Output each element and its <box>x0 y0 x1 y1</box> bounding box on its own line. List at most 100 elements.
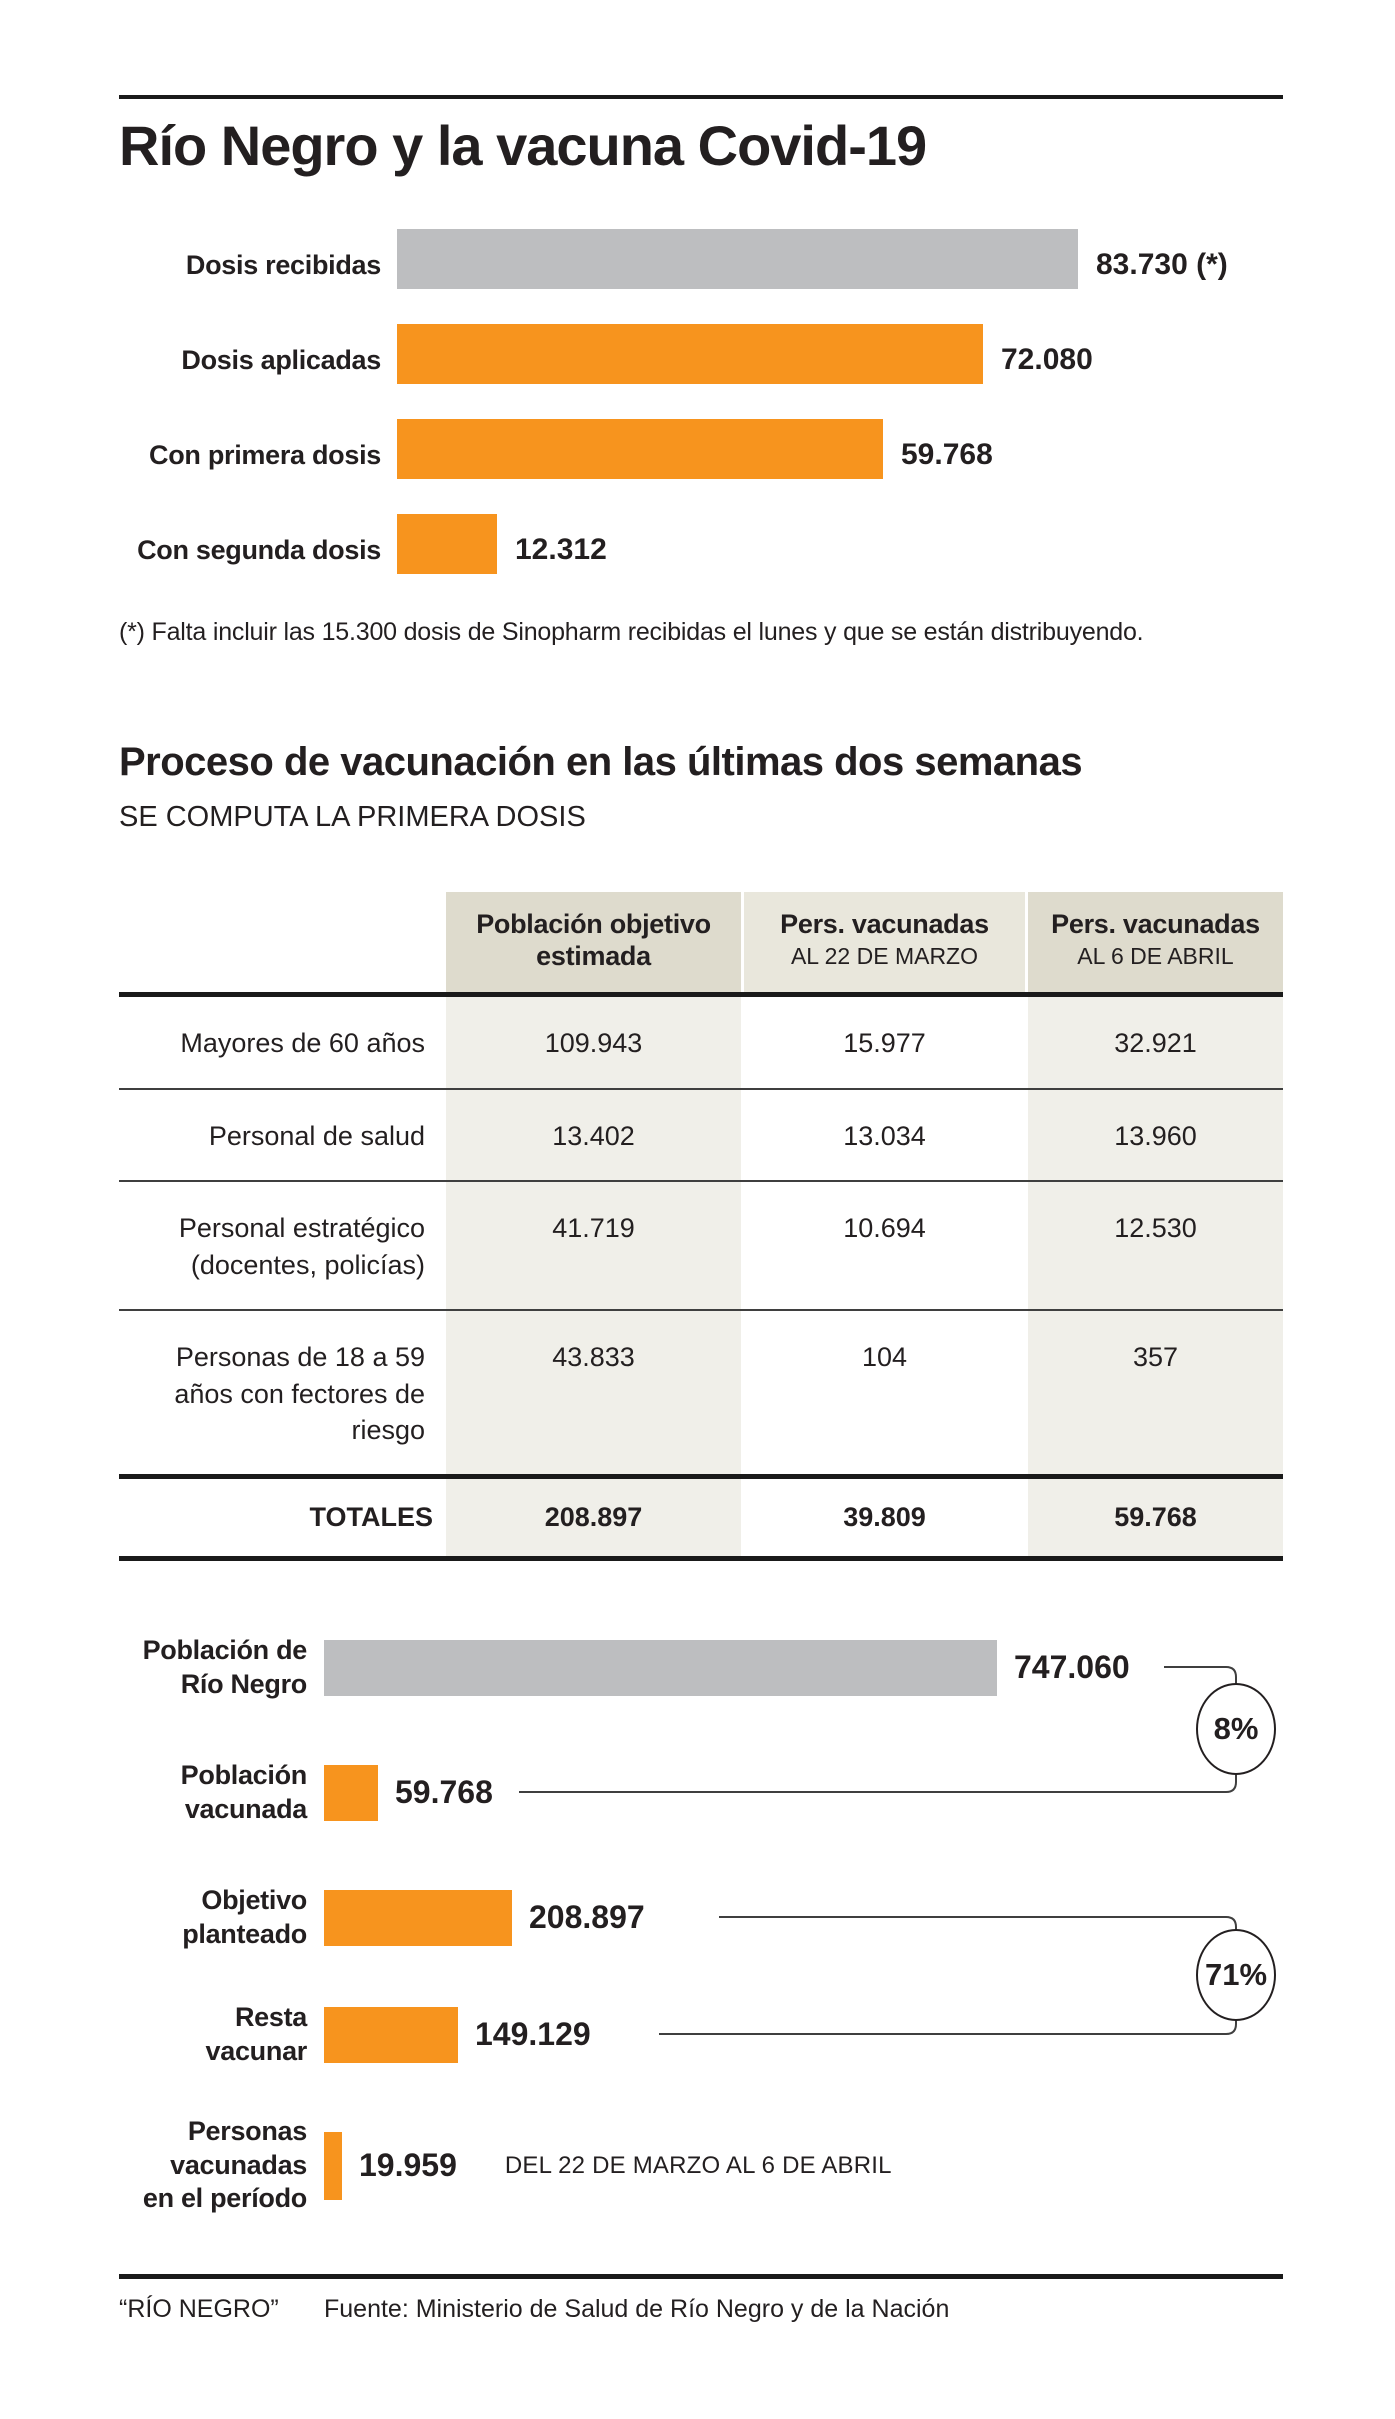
chart-row: Objetivo planteado 208.897 <box>119 1884 1283 1952</box>
bar-label: Con segunda dosis <box>137 535 381 566</box>
column-header-abril: Pers. vacunadas AL 6 DE ABRIL <box>1028 891 1283 993</box>
table-row: Personal de salud 13.402 13.034 13.960 <box>119 1089 1283 1183</box>
cell-value: 208.897 <box>446 1479 741 1556</box>
footnote: (*) Falta incluir las 15.300 dosis de Si… <box>119 617 1144 646</box>
doses-chart: Dosis recibidas 83.730 (*) Dosis aplicad… <box>119 228 1283 574</box>
bar-value: 59.768 <box>395 1774 493 1811</box>
bar-label: Dosis aplicadas <box>181 345 381 376</box>
column-header-label: Pers. vacunadas <box>780 908 989 939</box>
brand: “RÍO NEGRO” <box>119 2294 279 2323</box>
bar-value: 12.312 <box>515 532 607 566</box>
percent-badge-71: 71% <box>1196 1928 1276 2021</box>
row-label: Personal estratégico (docentes, policías… <box>178 1213 425 1280</box>
top-rule <box>119 95 1283 99</box>
cell-value: 13.034 <box>843 1120 926 1151</box>
bar-objetivo-planteado <box>324 1889 512 1946</box>
bar-label: Con primera dosis <box>149 440 381 471</box>
bar-label-line: en el período <box>142 2183 307 2214</box>
bar-label-line: Población de <box>142 1634 308 1665</box>
bar-label-line: Población <box>180 1759 308 1790</box>
bar-track <box>324 2006 458 2063</box>
period-note: DEL 22 DE MARZO AL 6 DE ABRIL <box>504 2151 892 2179</box>
bar-track <box>324 2131 342 2200</box>
cell-value: 104 <box>861 1342 908 1373</box>
bar-label-line: planteado <box>182 1918 307 1949</box>
bar-label: Población de Río Negro <box>119 1634 324 1702</box>
row-label: Mayores de 60 años <box>180 1028 425 1059</box>
cell-value: 109.943 <box>446 997 741 1088</box>
column-header-sublabel: AL 22 DE MARZO <box>790 942 979 969</box>
chart-row: Resta vacunar 149.129 <box>119 2001 1283 2069</box>
bar-label-line: Personas <box>187 2115 307 2146</box>
chart-row: Población vacunada 59.768 <box>119 1759 1283 1827</box>
chart-row: Personas vacunadas en el período 19.959 … <box>119 2115 1283 2216</box>
chart-row: Dosis aplicadas 72.080 <box>119 323 1283 384</box>
totals-label: TOTALES <box>309 1502 433 1533</box>
bar-value: 747.060 <box>1014 1649 1130 1686</box>
bar-label-line: Río Negro <box>180 1668 308 1699</box>
table-row: Mayores de 60 años 109.943 15.977 32.921 <box>119 997 1283 1090</box>
cell-value: 43.833 <box>446 1311 741 1475</box>
table-row: Personas de 18 a 59 años con fectores de… <box>119 1311 1283 1480</box>
bar-track <box>397 323 983 384</box>
bar-con-primera-dosis <box>397 418 883 479</box>
bar-value: 149.129 <box>475 2016 591 2053</box>
table-header-row: Población objetivo estimada Pers. vacuna… <box>119 891 1283 998</box>
bar-label-line: Resta <box>234 2001 307 2032</box>
bar-value: 72.080 <box>1001 342 1093 376</box>
footer-rule <box>119 2273 1283 2279</box>
chart-row: Población de Río Negro 747.060 <box>119 1634 1283 1702</box>
bar-label-line: vacunadas <box>170 2149 307 2180</box>
cell-value: 13.402 <box>446 1089 741 1181</box>
bar-track <box>397 418 883 479</box>
bar-track <box>397 513 497 574</box>
percent-badge-8: 8% <box>1196 1682 1276 1775</box>
coverage-chart: Población de Río Negro 747.060 Población… <box>119 1629 1283 2214</box>
bar-track <box>324 1764 378 1821</box>
bar-value: 83.730 (*) <box>1096 247 1228 281</box>
column-header-marzo: Pers. vacunadas AL 22 DE MARZO <box>744 891 1025 993</box>
bar-label: Población vacunada <box>119 1759 324 1827</box>
cell-value: 10.694 <box>843 1213 926 1244</box>
bar-track <box>324 1639 997 1696</box>
chart-row: Con primera dosis 59.768 <box>119 418 1283 479</box>
column-header-label: Población objetivo estimada <box>476 908 711 971</box>
column-header-objetivo: Población objetivo estimada <box>446 891 741 993</box>
bar-label: Resta vacunar <box>119 2001 324 2069</box>
cell-value: 357 <box>1028 1311 1283 1475</box>
section-title: Proceso de vacunación en las últimas dos… <box>119 739 1083 784</box>
table-row: Personal estratégico (docentes, policías… <box>119 1182 1283 1312</box>
cell-value: 12.530 <box>1028 1182 1283 1310</box>
bar-label-line: vacunar <box>205 2035 308 2066</box>
cell-value: 41.719 <box>446 1182 741 1310</box>
footer: “RÍO NEGRO” Fuente: Ministerio de Salud … <box>119 2295 1283 2370</box>
bar-value: 59.768 <box>901 437 993 471</box>
bar-dosis-recibidas <box>397 228 1078 289</box>
section-subtitle: SE COMPUTA LA PRIMERA DOSIS <box>119 800 586 833</box>
bar-label: Personas vacunadas en el período <box>119 2115 324 2216</box>
cell-value: 13.960 <box>1028 1089 1283 1181</box>
bar-label: Objetivo planteado <box>119 1884 324 1952</box>
row-label: Personas de 18 a 59 años con fectores de… <box>174 1342 425 1445</box>
cell-value: 32.921 <box>1028 997 1283 1088</box>
column-header-label: Pers. vacunadas <box>1051 908 1260 939</box>
bar-dosis-aplicadas <box>397 323 983 384</box>
bar-con-segunda-dosis <box>397 513 497 574</box>
column-header-sublabel: AL 6 DE ABRIL <box>1077 942 1234 969</box>
bar-label-line: Objetivo <box>201 1884 307 1915</box>
source: Fuente: Ministerio de Salud de Río Negro… <box>324 2294 950 2323</box>
cell-value: 59.768 <box>1028 1479 1283 1556</box>
chart-row: Con segunda dosis 12.312 <box>119 513 1283 574</box>
bar-resta-vacunar <box>324 2006 458 2063</box>
bar-track <box>397 228 1078 289</box>
totals-row: TOTALES 208.897 39.809 59.768 <box>119 1479 1283 1561</box>
cell-value: 39.809 <box>843 1502 926 1533</box>
page-title: Río Negro y la vacuna Covid-19 <box>119 114 927 177</box>
infographic: Río Negro y la vacuna Covid-19 Dosis rec… <box>119 0 1283 2370</box>
row-label: Personal de salud <box>208 1120 425 1151</box>
bar-label: Dosis recibidas <box>185 250 381 281</box>
bar-poblacion-rio-negro <box>324 1639 997 1696</box>
bar-value: 208.897 <box>529 1899 645 1936</box>
bar-value: 19.959 <box>359 2147 457 2183</box>
cell-value: 15.977 <box>843 1028 926 1059</box>
